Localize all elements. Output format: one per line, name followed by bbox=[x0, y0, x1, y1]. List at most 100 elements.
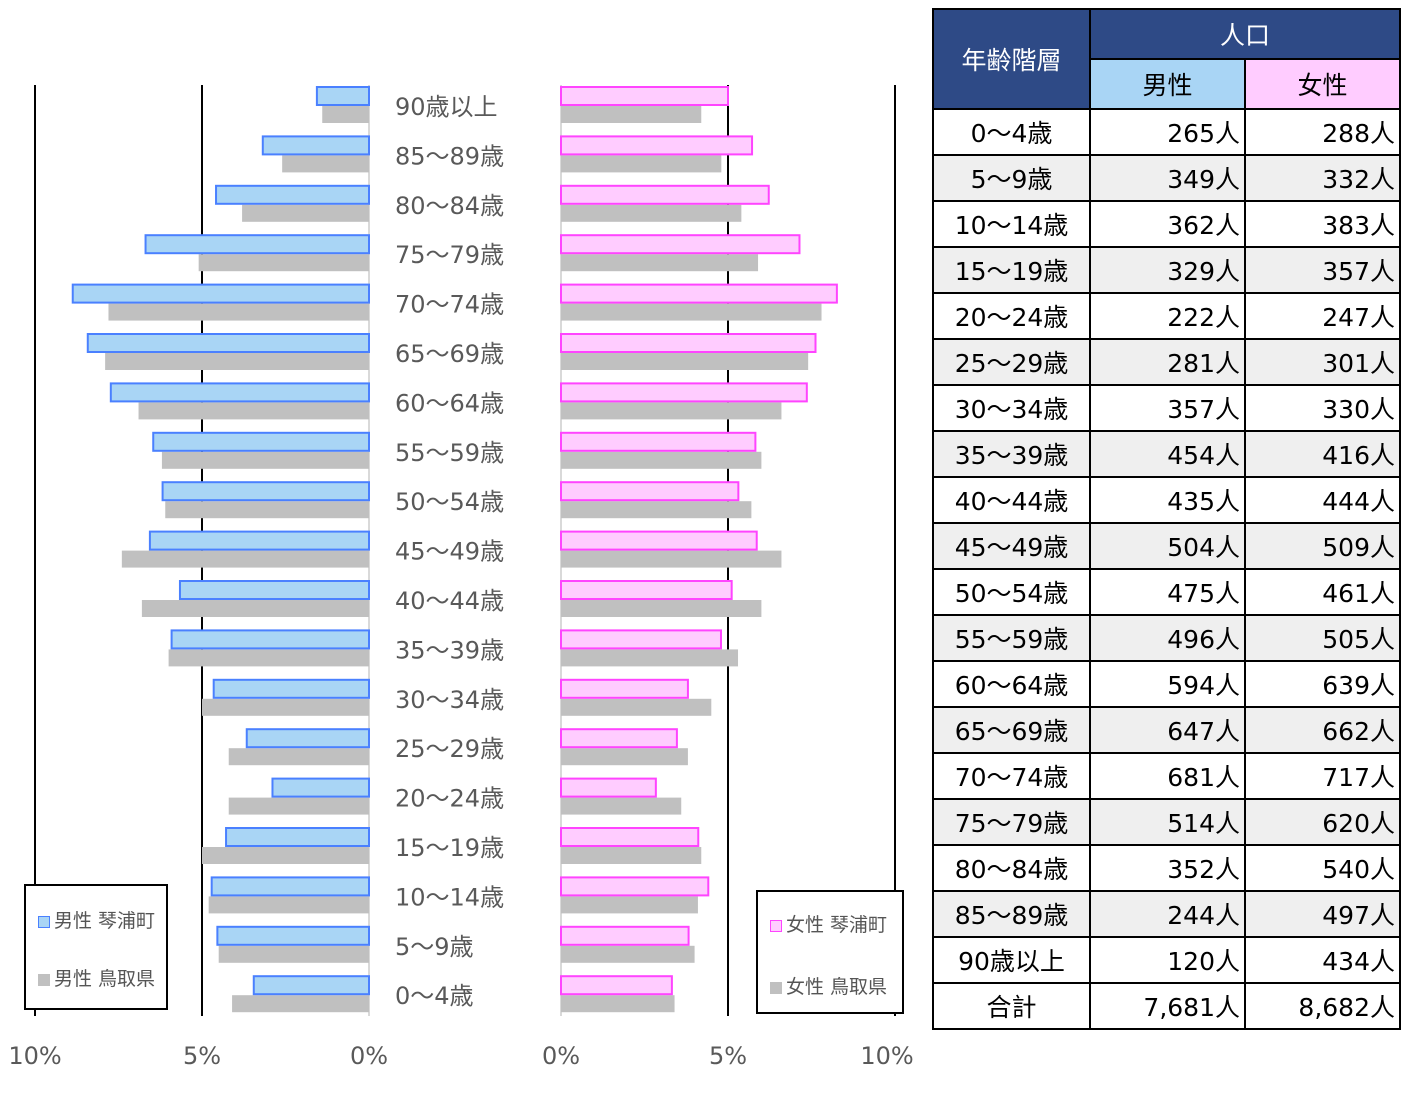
category-label: 30～34歳 bbox=[395, 686, 504, 714]
bar-male-kotoura bbox=[212, 678, 370, 699]
bar-female-tottori bbox=[561, 204, 742, 222]
bar-female-kotoura bbox=[560, 481, 740, 502]
table-row: 70～74歳 681人 717人 bbox=[932, 752, 1401, 800]
x-tick-label: 10% bbox=[860, 1042, 913, 1070]
female-count-cell: 639人 bbox=[1244, 660, 1401, 708]
bar-female-kotoura bbox=[560, 876, 710, 897]
category-label: 20～24歳 bbox=[395, 785, 504, 813]
age-cell: 80～84歳 bbox=[932, 844, 1091, 892]
x-tick-label: 5% bbox=[183, 1042, 221, 1070]
bar-female-tottori bbox=[561, 353, 809, 370]
age-cell: 10～14歳 bbox=[932, 200, 1091, 248]
bar-female-kotoura bbox=[560, 333, 817, 353]
bar-male-tottori bbox=[161, 451, 369, 469]
male-count-cell: 454人 bbox=[1089, 430, 1246, 478]
table-row: 60～64歳 594人 639人 bbox=[932, 660, 1401, 708]
bar-male-kotoura bbox=[86, 333, 370, 353]
bar-female-tottori bbox=[561, 698, 712, 716]
bar-male-tottori bbox=[242, 204, 369, 222]
male-count-cell: 357人 bbox=[1089, 384, 1246, 432]
legend-item-male-tottori: 男性 鳥取県 bbox=[38, 964, 155, 991]
bar-male-tottori bbox=[168, 649, 369, 667]
bar-female-tottori bbox=[561, 649, 739, 667]
age-cell: 65～69歳 bbox=[932, 706, 1091, 754]
category-label: 25～29歳 bbox=[395, 735, 504, 763]
female-count-cell: 444人 bbox=[1244, 476, 1401, 524]
header-population: 人口 bbox=[1089, 8, 1401, 60]
bar-female-kotoura bbox=[560, 580, 733, 600]
bar-male-kotoura bbox=[161, 481, 370, 502]
age-cell: 50～54歳 bbox=[932, 568, 1091, 616]
male-count-cell: 244人 bbox=[1089, 890, 1246, 938]
bar-male-tottori bbox=[232, 995, 369, 1013]
bar-female-kotoura bbox=[560, 827, 700, 847]
table-row: 85～89歳 244人 497人 bbox=[932, 890, 1401, 938]
population-table: 年齢階層 人口 男性 女性 0～4歳 265人 288人 5～9歳 349人 332人 10… bbox=[932, 8, 1401, 1030]
bar-female-kotoura bbox=[560, 777, 657, 798]
male-count-cell: 120人 bbox=[1089, 936, 1246, 984]
bar-female-tottori bbox=[561, 945, 695, 963]
category-label: 65～69歳 bbox=[395, 340, 504, 368]
table-row: 25～29歳 281人 301人 bbox=[932, 338, 1401, 386]
bar-female-tottori bbox=[561, 501, 752, 519]
category-label: 50～54歳 bbox=[395, 488, 504, 516]
bar-male-tottori bbox=[108, 303, 369, 321]
female-count-cell: 505人 bbox=[1244, 614, 1401, 662]
bar-male-kotoura bbox=[215, 184, 370, 205]
bar-male-kotoura bbox=[210, 876, 370, 897]
bar-male-kotoura bbox=[315, 86, 370, 106]
category-label: 0～4歳 bbox=[395, 982, 474, 1010]
bar-male-kotoura bbox=[178, 580, 370, 600]
bar-male-kotoura bbox=[170, 629, 370, 650]
table-row: 0～4歳 265人 288人 bbox=[932, 108, 1401, 156]
bar-male-tottori bbox=[198, 254, 369, 272]
bar-male-tottori bbox=[228, 748, 369, 766]
table-row: 45～49歳 504人 509人 bbox=[932, 522, 1401, 570]
male-count-cell: 504人 bbox=[1089, 522, 1246, 570]
category-label: 80～84歳 bbox=[395, 192, 504, 220]
legend-swatch bbox=[38, 915, 50, 928]
table-row: 40～44歳 435人 444人 bbox=[932, 476, 1401, 524]
category-label: 85～89歳 bbox=[395, 142, 504, 170]
category-label: 5～9歳 bbox=[395, 933, 474, 961]
bar-male-kotoura bbox=[152, 431, 370, 452]
bar-female-tottori bbox=[561, 797, 682, 815]
category-label: 10～14歳 bbox=[395, 883, 504, 911]
table-row: 5～9歳 349人 332人 bbox=[932, 154, 1401, 202]
age-cell: 30～34歳 bbox=[932, 384, 1091, 432]
age-cell: 75～79歳 bbox=[932, 798, 1091, 846]
bar-male-tottori bbox=[138, 402, 369, 420]
age-cell: 5～9歳 bbox=[932, 154, 1091, 202]
bar-male-kotoura bbox=[245, 728, 370, 749]
bar-male-tottori bbox=[202, 847, 369, 864]
bar-male-kotoura bbox=[225, 827, 370, 847]
table-row: 30～34歳 357人 330人 bbox=[932, 384, 1401, 432]
female-count-cell: 434人 bbox=[1244, 936, 1401, 984]
bar-male-tottori bbox=[141, 600, 369, 617]
male-count-cell: 352人 bbox=[1089, 844, 1246, 892]
female-count-cell: 288人 bbox=[1244, 108, 1401, 156]
category-label: 55～59歳 bbox=[395, 439, 504, 467]
category-label: 60～64歳 bbox=[395, 389, 504, 417]
legend-label: 男性 琴浦町 bbox=[54, 910, 156, 932]
age-cell: 15～19歳 bbox=[932, 246, 1091, 294]
header-female: 女性 bbox=[1244, 58, 1401, 110]
legend-male: 男性 琴浦町 男性 鳥取県 bbox=[24, 884, 168, 1010]
total-label: 合計 bbox=[932, 982, 1091, 1030]
bar-female-tottori bbox=[561, 995, 675, 1013]
female-count-cell: 383人 bbox=[1244, 200, 1401, 248]
legend-item-female-kotoura: 女性 琴浦町 bbox=[770, 910, 887, 937]
age-cell: 20～24歳 bbox=[932, 292, 1091, 340]
category-label: 35～39歳 bbox=[395, 636, 504, 664]
bar-male-tottori bbox=[282, 155, 369, 173]
male-count-cell: 265人 bbox=[1089, 108, 1246, 156]
age-cell: 40～44歳 bbox=[932, 476, 1091, 524]
legend-swatch bbox=[770, 981, 782, 994]
bar-male-tottori bbox=[322, 106, 369, 123]
category-label: 90歳以上 bbox=[395, 93, 498, 121]
male-count-cell: 496人 bbox=[1089, 614, 1246, 662]
total-female: 8,682人 bbox=[1244, 982, 1401, 1030]
bar-male-tottori bbox=[208, 896, 369, 914]
category-label: 45～49歳 bbox=[395, 538, 504, 566]
table-row: 80～84歳 352人 540人 bbox=[932, 844, 1401, 892]
